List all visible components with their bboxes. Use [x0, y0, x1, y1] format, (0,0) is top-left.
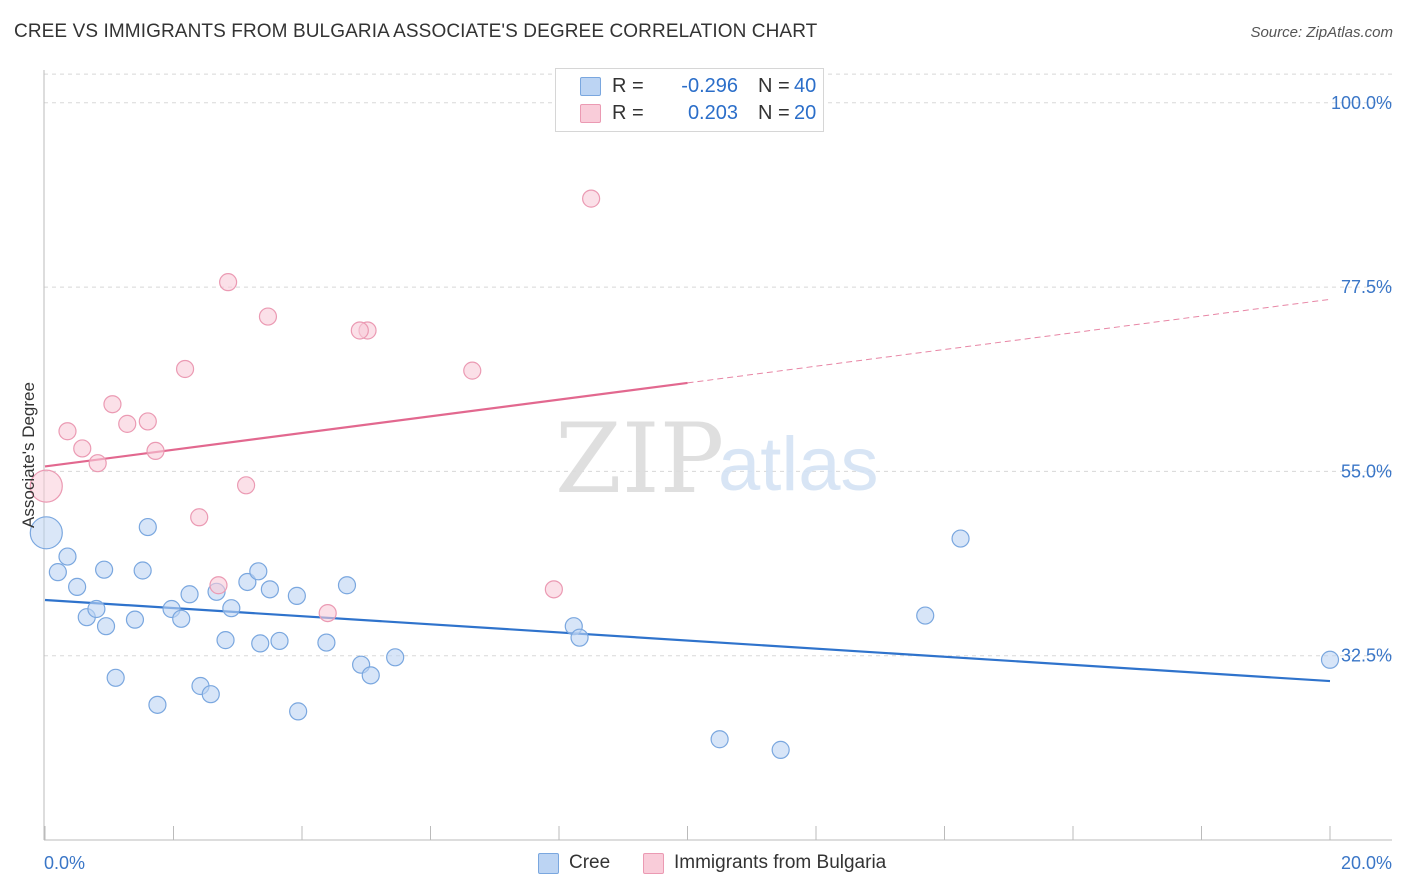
bulgaria-point	[73, 439, 92, 458]
bulgaria-swatch	[580, 104, 601, 123]
x-tick-label: 0.0%	[44, 853, 85, 873]
cree-point	[1320, 650, 1340, 669]
cree-point	[180, 585, 199, 604]
y-tick-label: 77.5%	[1341, 277, 1392, 297]
cree-point	[916, 606, 935, 625]
bulgaria-point	[258, 307, 278, 326]
cree-point	[172, 609, 191, 628]
gridlines	[44, 73, 1392, 657]
cree-point	[771, 740, 790, 759]
cree-point	[251, 634, 270, 653]
bulgaria-point	[350, 321, 369, 340]
y-tick-label: 55.0%	[1341, 461, 1392, 481]
cree-point	[125, 610, 145, 629]
data-points	[29, 189, 1340, 759]
r-label: R =	[612, 75, 644, 97]
bulgaria-point	[103, 395, 122, 414]
cree-point	[138, 517, 157, 537]
cree-point	[96, 617, 116, 636]
cree-point	[29, 516, 63, 550]
bulgaria-point	[175, 359, 195, 379]
correlation-legend: R = -0.296 N = 40 R = 0.203 N = 20	[555, 68, 824, 132]
cree-point	[201, 685, 220, 704]
watermark: ZIP atlas	[555, 403, 879, 515]
bulgaria-legend-label: Immigrants from Bulgaria	[674, 852, 887, 873]
cree-point	[710, 730, 729, 749]
cree-point	[58, 547, 77, 566]
y-axis-title: Associate's Degree	[19, 382, 38, 528]
bulgaria-point	[138, 412, 157, 431]
bulgaria-point	[88, 454, 107, 473]
cree-point	[570, 628, 589, 647]
r-value: -0.296	[681, 75, 738, 97]
cree-point	[260, 580, 279, 599]
cree-point	[337, 576, 357, 595]
cree-point	[48, 563, 67, 582]
cree-trend-line	[44, 598, 1331, 683]
cree-point	[95, 560, 114, 579]
cree-point	[249, 562, 268, 581]
tick-labels: 32.5% 55.0% 77.5% 100.0% 0.0% 20.0%	[44, 93, 1392, 873]
cree-point	[287, 586, 306, 605]
cree-legend-label: Cree	[569, 852, 611, 873]
bulgaria-point	[463, 361, 482, 380]
bulgaria-point	[29, 469, 63, 503]
cree-point	[222, 599, 241, 618]
cree-swatch	[580, 77, 601, 96]
cree-point	[148, 695, 167, 714]
bulgaria-point	[118, 414, 137, 433]
source-credit: Source: ZipAtlas.com	[1250, 24, 1393, 41]
bulgaria-point	[237, 476, 256, 495]
cree-point	[106, 668, 125, 687]
axes	[43, 70, 1392, 841]
cree-point	[361, 666, 380, 685]
n-value: 40	[794, 75, 817, 97]
bulgaria-point	[582, 189, 601, 208]
chart-title: CREE VS IMMIGRANTS FROM BULGARIA ASSOCIA…	[14, 21, 818, 42]
y-tick-label: 100.0%	[1331, 93, 1392, 113]
r-value: 0.203	[687, 102, 738, 124]
cree-point	[386, 648, 405, 667]
cree-point	[216, 631, 235, 650]
bulgaria-point	[146, 441, 165, 461]
bulgaria-point	[190, 508, 209, 527]
cree-point	[317, 633, 336, 652]
n-value: 20	[794, 102, 817, 124]
watermark-zip: ZIP	[555, 403, 724, 515]
bulgaria-point	[58, 422, 77, 441]
cree-point	[68, 577, 87, 596]
r-label: R =	[612, 102, 644, 124]
cree-point	[289, 702, 308, 721]
bulgaria-point	[219, 273, 238, 292]
bulgaria-point	[209, 576, 228, 595]
bulgaria-point	[318, 603, 337, 623]
bulgaria-swatch	[643, 853, 664, 874]
x-tick-label: 20.0%	[1341, 853, 1392, 873]
n-label: N =	[758, 102, 790, 124]
y-tick-label: 32.5%	[1341, 646, 1392, 666]
bulgaria-point	[544, 580, 563, 599]
cree-point	[270, 631, 289, 651]
bulgaria-trend-extension	[687, 298, 1331, 384]
cree-swatch	[538, 853, 559, 874]
watermark-atlas: atlas	[718, 422, 879, 507]
cree-point	[87, 599, 106, 619]
cree-point	[238, 572, 257, 592]
cree-point	[133, 561, 152, 580]
cree-point	[951, 529, 970, 548]
n-label: N =	[758, 75, 790, 97]
